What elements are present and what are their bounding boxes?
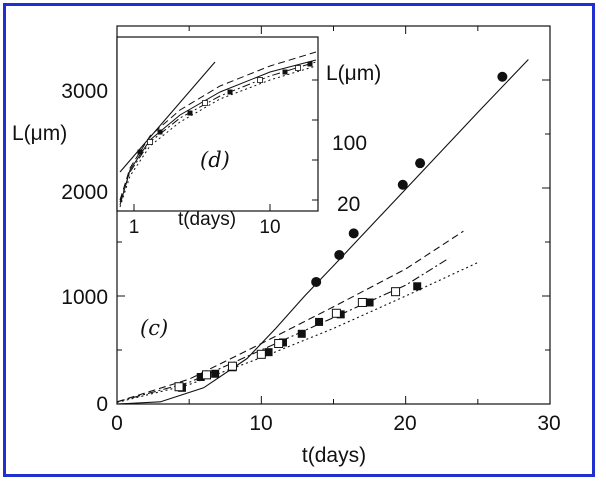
point-filled-square	[264, 348, 273, 357]
inset-point-open-square	[295, 65, 301, 71]
y-tick-label-0: 0	[96, 393, 108, 416]
inset-point-filled-square	[307, 61, 313, 67]
series-dash-dot-line	[116, 257, 450, 403]
point-open-square	[256, 349, 266, 359]
point-filled-square	[365, 298, 374, 307]
y-tick-label-3000: 3000	[61, 80, 108, 103]
point-filled-square	[196, 373, 205, 381]
inset-dashed-line	[119, 51, 317, 201]
point-filled-square	[413, 282, 422, 291]
inset-y-axis-label: L(μm)	[326, 62, 381, 85]
inset-point-filled-square	[137, 149, 143, 155]
main-points	[174, 71, 508, 392]
inset-point-open-square	[147, 139, 153, 145]
x-axis-label: t(days)	[302, 444, 366, 467]
series-solid-line	[116, 59, 529, 405]
inset-x-tick-label-1: 1	[129, 217, 140, 238]
point-filled-square	[211, 369, 220, 378]
inset-plot-frame	[116, 36, 319, 212]
inset-background	[117, 37, 318, 211]
inset-point-filled-square	[227, 89, 233, 95]
inset-reference-line	[119, 61, 216, 173]
series-dotted-line	[116, 262, 479, 403]
point-filled-square	[297, 329, 306, 338]
panel-label-c: (c)	[140, 316, 168, 340]
point-filled-square	[315, 317, 324, 326]
x-tick-label-20: 20	[393, 412, 416, 435]
panel-label-d: (d)	[200, 148, 230, 172]
point-open-square	[357, 297, 367, 307]
y-axis-label: L(μm)	[12, 122, 67, 145]
inset-solid-line	[119, 59, 317, 206]
inset-x-tick-label-10: 10	[259, 217, 280, 238]
inset-point-filled-square	[187, 110, 193, 116]
inset-x-axis-label: t(days)	[178, 209, 236, 230]
point-open-square	[201, 370, 211, 380]
inset-y-tick-label-100: 100	[332, 132, 367, 155]
point-filled-circle	[334, 249, 345, 260]
x-tick-label-30: 30	[537, 412, 560, 435]
inset-dotted-line	[119, 65, 317, 208]
point-filled-circle	[497, 71, 508, 82]
x-tick-label-10: 10	[249, 412, 272, 435]
inset-curves	[119, 51, 317, 208]
inset-point-open-square	[202, 100, 208, 106]
inset-axis-ticks	[133, 79, 318, 211]
point-filled-circle	[415, 158, 426, 169]
point-filled-circle	[348, 228, 359, 239]
inset-point-open-square	[257, 77, 263, 83]
point-filled-circle	[311, 276, 322, 287]
point-open-square	[391, 287, 401, 297]
point-open-square	[174, 382, 184, 392]
point-open-square	[227, 361, 237, 371]
point-open-square	[274, 339, 284, 349]
point-filled-circle	[397, 179, 408, 190]
series-dashed-line	[116, 230, 464, 403]
y-tick-label-2000: 2000	[61, 181, 108, 204]
inset-point-filled-square	[157, 129, 163, 135]
main-axis-ticks	[116, 25, 551, 405]
inset-y-tick-label-20: 20	[337, 193, 360, 216]
y-tick-label-1000: 1000	[61, 286, 108, 309]
inset-point-filled-square	[282, 69, 288, 75]
x-tick-label-0: 0	[111, 412, 123, 435]
point-open-square	[331, 308, 341, 318]
